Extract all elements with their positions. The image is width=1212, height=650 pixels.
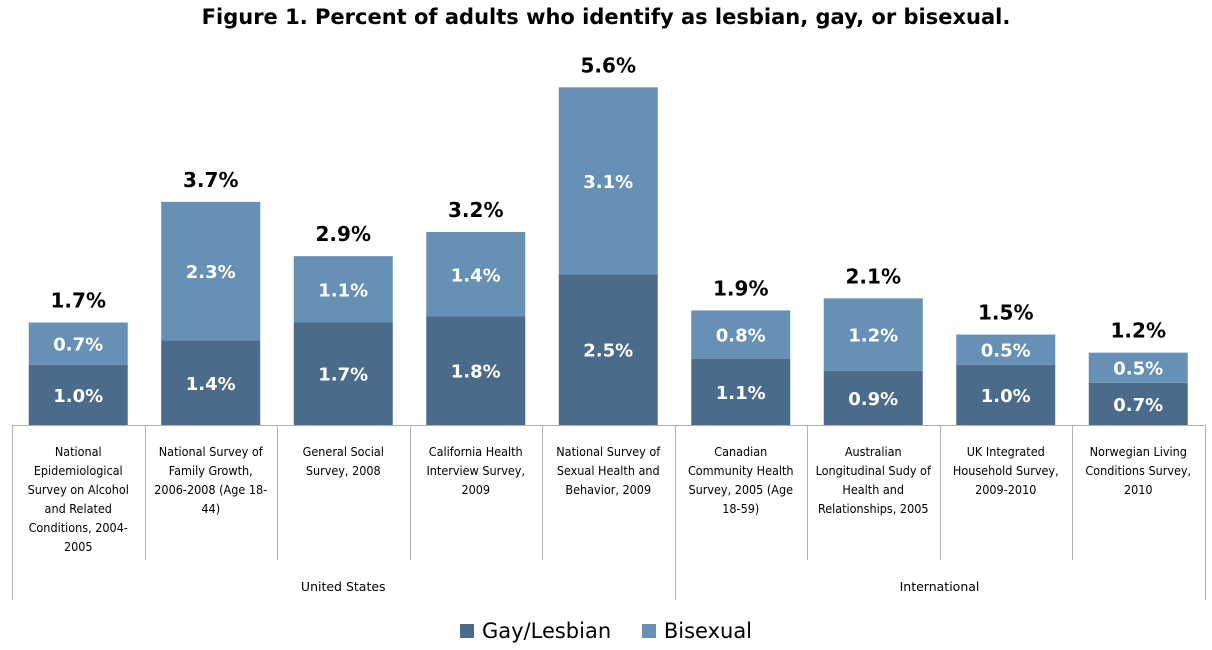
bar-bisexual-2 — [161, 201, 261, 341]
category-label-1-line-6: 2005 — [64, 539, 93, 554]
category-label-1-line-3: Survey on Alcohol — [28, 482, 129, 497]
legend: Gay/Lesbian Bisexual — [0, 619, 1212, 643]
category-label-1-line-4: and Related — [45, 501, 112, 516]
category-label-4-line-1: California Health — [429, 444, 523, 459]
category-label-9-line-2: Conditions Survey, — [1085, 463, 1191, 478]
data-label-bisexual-3: 1.1% — [318, 280, 368, 301]
category-label-5-line-2: Sexual Health and — [557, 463, 660, 478]
category-label-3-line-1: General Social — [303, 444, 384, 459]
bar-bisexual-4 — [426, 232, 526, 317]
category-label-3-line-2: Survey, 2008 — [306, 463, 381, 478]
category-label-2-line-3: 2006-2008 (Age 18- — [154, 482, 267, 497]
category-label-5-line-3: Behavior, 2009 — [565, 482, 651, 497]
category-label-1-line-1: National — [55, 444, 102, 459]
legend-item-gay-lesbian: Gay/Lesbian — [459, 619, 612, 643]
bar-bisexual-7 — [823, 298, 923, 371]
bar-gay-lesbian-6 — [691, 358, 791, 425]
category-label-2-line-4: 44) — [201, 501, 220, 516]
category-label-8-line-2: Household Survey, — [953, 463, 1059, 478]
category-label-4-line-2: Interview Survey, — [426, 463, 525, 478]
stacked-bar-chart: 1.0% 0.7% 1.7% National Epidemiological Surve… — [12, 53, 1206, 600]
bar-bisexual-5 — [558, 87, 658, 275]
total-label-1: 1.7% — [51, 288, 106, 312]
bar-gay-lesbian-7 — [823, 370, 923, 425]
legend-label-bisexual: Bisexual — [663, 619, 753, 643]
data-label-bisexual-9: 0.5% — [1113, 359, 1163, 380]
category-label-1-line-2: Epidemiological — [34, 463, 123, 478]
bar-gay-lesbian-2 — [161, 340, 261, 425]
legend-swatch-gay-lesbian — [459, 624, 474, 638]
data-label-gay-lesbian-2: 1.4% — [186, 374, 236, 395]
data-label-gay-lesbian-4: 1.8% — [451, 362, 501, 383]
data-label-gay-lesbian-9: 0.7% — [1113, 395, 1163, 416]
bar-bisexual-9 — [1088, 352, 1188, 383]
category-label-6-line-2: Community Health — [688, 463, 794, 478]
total-label-5: 5.6% — [581, 53, 636, 77]
category-label-6-line-4: 18-59) — [722, 501, 759, 516]
bar-bisexual-3 — [293, 256, 393, 323]
legend-label-gay-lesbian: Gay/Lesbian — [481, 619, 612, 643]
total-label-6: 1.9% — [713, 276, 768, 300]
category-label-1-line-5: Conditions, 2004- — [29, 520, 128, 535]
total-label-2: 3.7% — [183, 168, 238, 192]
legend-item-bisexual: Bisexual — [641, 619, 753, 643]
category-label-7-line-2: Longitudinal Sudy of — [816, 463, 932, 478]
data-label-bisexual-1: 0.7% — [53, 335, 103, 356]
category-label-5-line-1: National Survey of — [556, 444, 661, 459]
data-label-bisexual-8: 0.5% — [981, 341, 1031, 362]
total-label-3: 2.9% — [316, 222, 371, 246]
total-label-9: 1.2% — [1111, 319, 1166, 343]
category-label-6-line-3: Survey, 2005 (Age — [688, 482, 793, 497]
bar-bisexual-6 — [691, 310, 791, 359]
bar-gay-lesbian-4 — [426, 316, 526, 425]
data-label-bisexual-6: 0.8% — [716, 326, 766, 347]
chart-title: Figure 1. Percent of adults who identify… — [201, 5, 1011, 29]
data-label-gay-lesbian-5: 2.5% — [583, 341, 633, 362]
total-label-8: 1.5% — [978, 301, 1033, 325]
category-label-2-line-1: National Survey of — [159, 444, 264, 459]
bar-gay-lesbian-3 — [293, 322, 393, 425]
category-label-8-line-3: 2009-2010 — [975, 482, 1036, 497]
category-label-8-line-1: UK Integrated — [967, 444, 1045, 459]
bar-bisexual-1 — [28, 322, 128, 365]
bar-gay-lesbian-5 — [558, 274, 658, 425]
category-label-6-line-1: Canadian — [714, 444, 767, 459]
group-label-international: International — [900, 579, 980, 594]
bar-gay-lesbian-8 — [956, 364, 1056, 425]
legend-swatch-bisexual — [641, 624, 656, 638]
category-label-2-line-2: Family Growth, — [169, 463, 253, 478]
category-label-7-line-3: Health and — [842, 482, 904, 497]
bar-gay-lesbian-1 — [28, 364, 128, 425]
total-label-4: 3.2% — [448, 198, 503, 222]
total-label-7: 2.1% — [846, 264, 901, 288]
category-label-4-line-3: 2009 — [461, 482, 490, 497]
bar-bisexual-8 — [956, 334, 1056, 365]
bar-gay-lesbian-9 — [1088, 382, 1188, 425]
data-label-gay-lesbian-1: 1.0% — [53, 386, 103, 407]
category-label-9-line-3: 2010 — [1124, 482, 1153, 497]
data-label-bisexual-4: 1.4% — [451, 265, 501, 286]
data-label-gay-lesbian-7: 0.9% — [848, 389, 898, 410]
data-label-gay-lesbian-3: 1.7% — [318, 365, 368, 386]
group-label-united-states: United States — [301, 579, 386, 594]
data-label-gay-lesbian-6: 1.1% — [716, 383, 766, 404]
data-label-bisexual-5: 3.1% — [583, 172, 633, 193]
data-label-bisexual-7: 1.2% — [848, 326, 898, 347]
category-label-7-line-1: Australian — [845, 444, 902, 459]
category-label-9-line-1: Norwegian Living — [1090, 444, 1187, 459]
data-label-bisexual-2: 2.3% — [186, 262, 236, 283]
data-label-gay-lesbian-8: 1.0% — [981, 386, 1031, 407]
category-label-7-line-4: Relationships, 2005 — [818, 501, 929, 516]
